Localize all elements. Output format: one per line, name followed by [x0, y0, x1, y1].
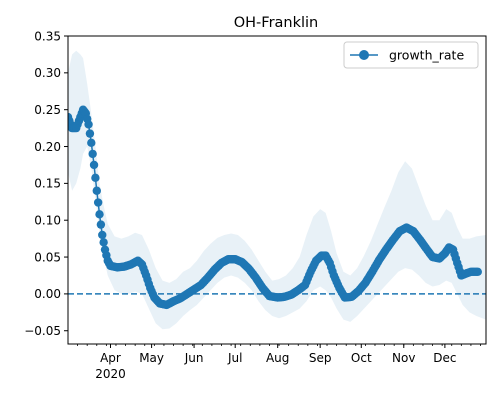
chart-title: OH-Franklin	[234, 15, 319, 31]
y-tick-label: 0.35	[34, 29, 61, 43]
growth-rate-point	[99, 238, 108, 247]
y-tick-label: 0.30	[34, 66, 61, 80]
growth-rate-markers	[68, 105, 482, 310]
x-tick-label: Aug	[266, 351, 289, 365]
growth-rate-point	[92, 186, 101, 195]
x-tick-label: Sep	[309, 351, 332, 365]
growth-rate-point	[93, 198, 103, 207]
growth-rate-point	[89, 160, 99, 170]
growth-rate-point	[95, 210, 104, 219]
growth-rate-point	[88, 149, 97, 159]
growth-rate-point	[85, 129, 95, 138]
y-tick-label: 0.10	[34, 214, 61, 228]
x-tick-label: May	[139, 351, 164, 365]
y-tick-label: 0.25	[34, 103, 61, 117]
legend: growth_rate	[343, 41, 479, 69]
legend-box	[343, 41, 479, 69]
growth-rate-point	[84, 120, 93, 129]
y-axis: 0.35 0.30 0.25 0.20 0.15 0.10 0.05 0.00 −0.05	[24, 29, 68, 338]
growth-rate-point	[473, 267, 482, 276]
x-tick-label: Oct	[351, 351, 372, 365]
legend-marker-swatch	[359, 50, 369, 60]
growth-rate-point	[91, 173, 100, 183]
plot-area	[68, 50, 486, 330]
y-tick-label: 0.20	[34, 140, 61, 154]
x-axis: Apr 2020 May Jun Jul Aug Sep Oct Nov Dec	[77, 344, 481, 381]
growth-rate-point	[96, 220, 106, 229]
x-tick-label: Dec	[433, 351, 456, 365]
y-tick-label: 0.05	[34, 250, 61, 264]
x-tick-label: Apr	[100, 351, 121, 365]
x-tick-label: Jun	[184, 351, 204, 365]
growth-rate-point	[98, 230, 107, 240]
y-tick-label: 0.15	[34, 177, 61, 191]
x-tick-label: Nov	[392, 351, 415, 365]
x-tick-sublabel: 2020	[95, 367, 126, 381]
legend-label-growth-rate: growth_rate	[389, 48, 464, 63]
y-tick-label: 0.00	[34, 287, 61, 301]
y-tick-label: −0.05	[24, 324, 61, 338]
growth-rate-point	[87, 138, 96, 148]
axes-frame	[67, 35, 487, 345]
x-tick-label: Jul	[227, 351, 242, 365]
